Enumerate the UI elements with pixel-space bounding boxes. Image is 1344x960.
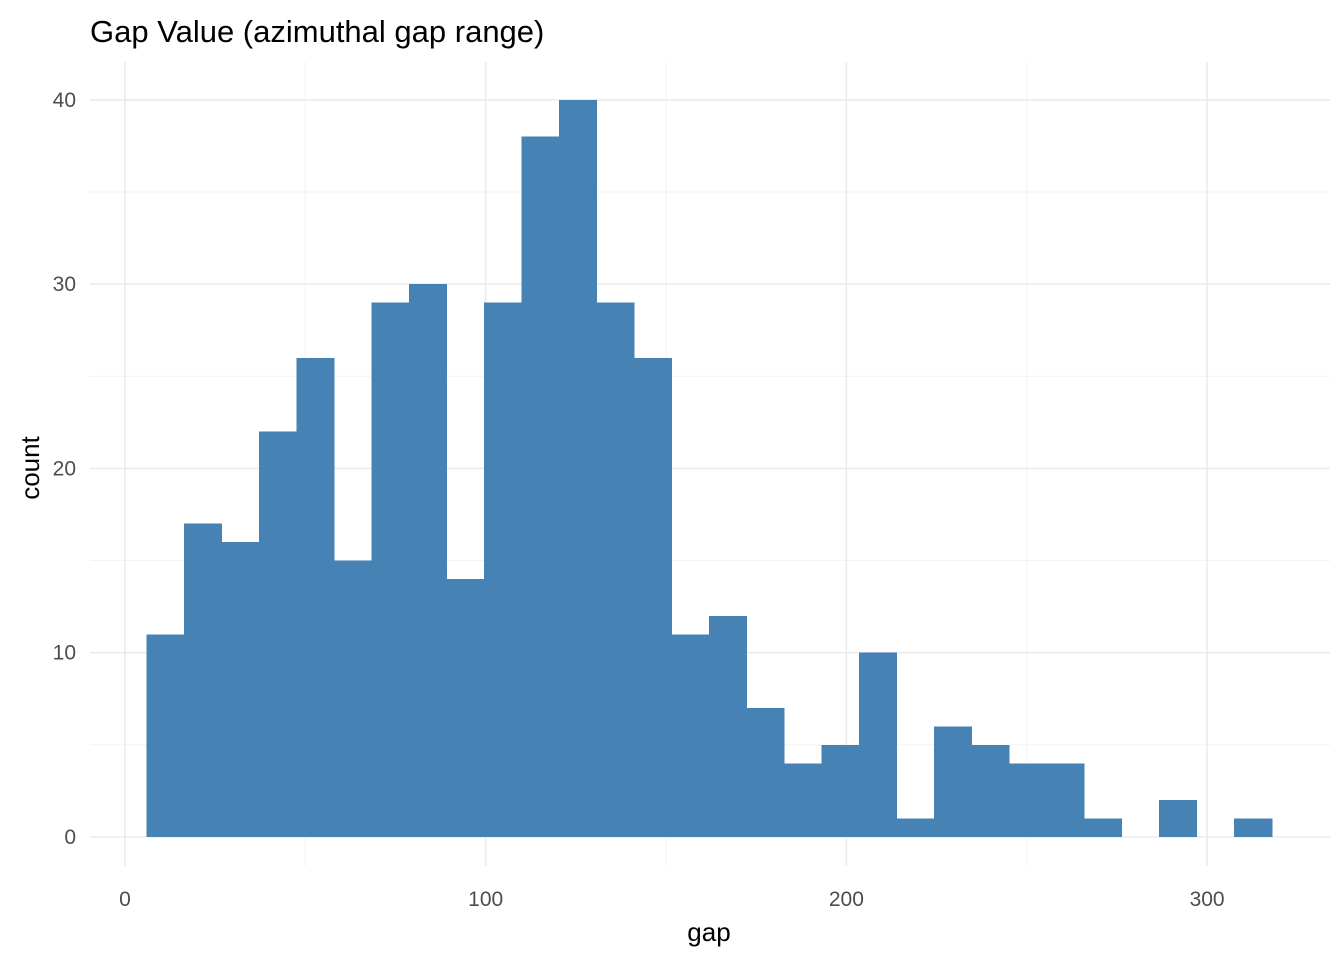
histogram-bar [371, 302, 410, 837]
histogram-bar [1159, 800, 1198, 837]
histogram-bar [408, 284, 447, 838]
histogram-bar [859, 652, 898, 837]
histogram-bar [596, 302, 635, 837]
histogram-bar [1009, 763, 1048, 837]
y-axis-ticks: 0 10 20 30 40 [53, 89, 76, 849]
histogram-bar [633, 357, 673, 837]
histogram-bar [746, 707, 785, 837]
histogram-bar [333, 560, 372, 837]
histogram-bar [521, 136, 560, 837]
y-tick-label: 40 [53, 89, 76, 112]
histogram-bar [483, 302, 523, 837]
histogram-bar [446, 578, 485, 837]
x-tick-label: 100 [468, 888, 503, 911]
histogram-bar [896, 818, 935, 837]
x-axis-title: gap [687, 917, 730, 947]
histogram-bar [783, 763, 823, 837]
y-tick-label: 0 [64, 826, 76, 849]
y-axis-title: count [15, 435, 45, 499]
y-tick-label: 20 [53, 457, 76, 480]
grid-lines [90, 62, 1330, 866]
histogram-bar [934, 726, 973, 837]
histogram-bar [971, 744, 1010, 837]
x-tick-label: 300 [1190, 888, 1225, 911]
histogram-bar [671, 634, 710, 837]
histogram-bar [1084, 818, 1123, 837]
histogram-bar [558, 99, 598, 838]
histogram-bar [821, 744, 860, 837]
histogram-bar [221, 542, 260, 837]
histogram-bar [258, 431, 297, 837]
x-tick-label: 0 [119, 888, 131, 911]
x-axis-ticks: 0 100 200 300 [119, 888, 1224, 911]
histogram-bar [296, 357, 335, 837]
histogram-bar [708, 615, 748, 837]
y-tick-label: 30 [53, 273, 76, 296]
histogram-bar [183, 523, 222, 837]
y-tick-label: 10 [53, 642, 76, 665]
histogram-bar [146, 634, 185, 837]
chart-title: Gap Value (azimuthal gap range) [90, 14, 544, 49]
x-tick-label: 200 [829, 888, 864, 911]
histogram-bar [1234, 818, 1273, 837]
histogram-bar [1046, 763, 1085, 837]
histogram-bars [146, 99, 1273, 838]
